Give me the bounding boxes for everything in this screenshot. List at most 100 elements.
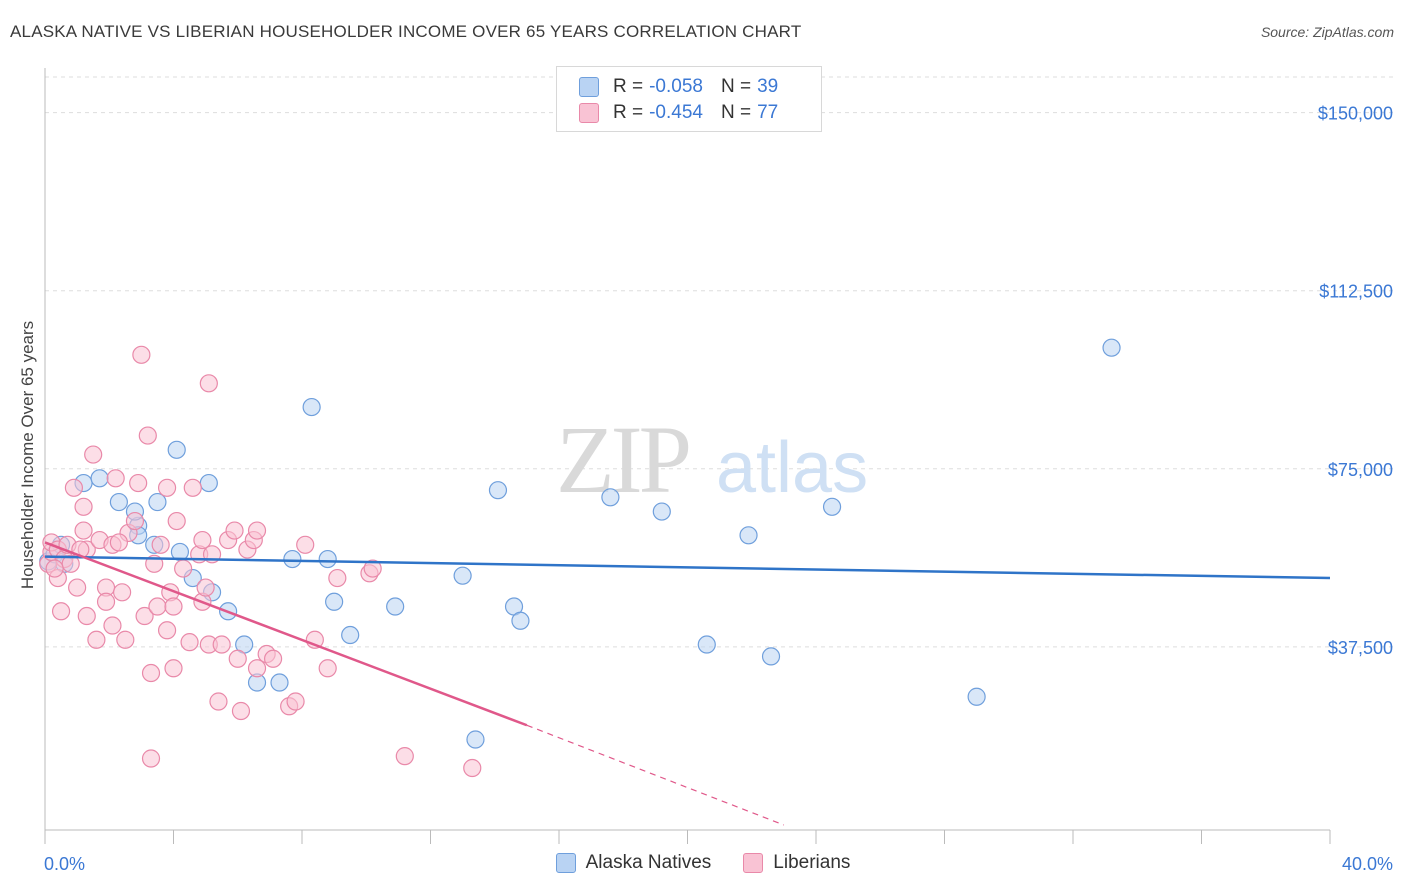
alaska-native-point (739, 526, 758, 545)
alaska-native-point (822, 497, 842, 516)
alaska-native-point (90, 469, 109, 488)
liberian-point (212, 635, 231, 654)
y-tick-label: $112,500 (1319, 282, 1393, 302)
legend-r-value: -0.058 (649, 76, 703, 97)
series-legend: Alaska Natives Liberians (0, 852, 1406, 874)
alaska-native-point (967, 687, 986, 706)
liberian-point (209, 692, 228, 711)
alaska-native-point (325, 592, 344, 611)
alaska-native-point (601, 488, 620, 507)
legend-r-value: -0.454 (649, 102, 703, 123)
legend-r-label: R = (613, 76, 644, 97)
liberian-point (103, 616, 122, 635)
alaska-native-point (511, 611, 530, 630)
alaska-native-point (341, 625, 360, 645)
alaska-native-point (302, 397, 321, 417)
liberian-point (77, 606, 96, 626)
y-tick-label: $37,500 (1328, 638, 1393, 658)
liberian-point (164, 659, 183, 678)
liberian-point (106, 469, 125, 488)
alaska-native-point (148, 492, 167, 512)
liberian-point (164, 597, 183, 616)
source-label: Source: ZipAtlas.com (1260, 24, 1394, 40)
watermark: ZIP atlas (556, 406, 868, 513)
alaska-native-point (167, 440, 186, 459)
liberian-point (151, 535, 170, 554)
legend-swatch-pink (579, 103, 599, 123)
liberian-point (193, 530, 212, 550)
liberian-point (167, 511, 186, 531)
liberians-trend-extension (526, 724, 785, 826)
liberian-point (247, 659, 267, 678)
legend-n-label: N = (720, 76, 752, 97)
liberian-point (112, 583, 132, 602)
legend-item-alaska-natives: Alaska Natives (555, 852, 711, 874)
legend-n-value: 77 (757, 102, 779, 123)
alaska-native-point (466, 730, 485, 749)
liberian-point (109, 533, 128, 552)
y-tick-label: $75,000 (1328, 460, 1393, 480)
x-tick-label: 40.0% (1342, 854, 1393, 874)
liberian-point (296, 535, 315, 554)
legend-swatch-pink (743, 853, 764, 873)
y-tick-label: $150,000 (1318, 104, 1393, 124)
watermark-zip: ZIP (556, 406, 689, 513)
liberian-point (74, 497, 93, 516)
liberian-point (87, 630, 106, 649)
liberian-point (328, 568, 347, 588)
liberian-point (199, 374, 218, 393)
watermark-atlas: atlas (716, 428, 868, 508)
liberian-point (286, 692, 305, 711)
liberian-point (148, 597, 167, 616)
grid-lines (45, 76, 1395, 648)
liberian-point (141, 749, 161, 768)
liberian-point (174, 559, 193, 578)
liberian-point (64, 478, 84, 497)
chart-title: ALASKA NATIVE VS LIBERIAN HOUSEHOLDER IN… (10, 22, 802, 41)
trend-lines (44, 541, 1331, 826)
alaska-native-point (270, 673, 289, 692)
data-points (39, 338, 1121, 778)
alaska-native-point (386, 597, 405, 616)
legend-n-label: N = (720, 102, 752, 123)
stats-legend: R = -0.058 N = 39 R = -0.454 N = 77 (556, 66, 822, 132)
alaska-native-point (109, 492, 128, 512)
liberian-point (157, 621, 177, 640)
legend-row-alaska: R = -0.058 N = 39 (579, 74, 796, 100)
liberian-point (228, 649, 247, 668)
liberian-point (263, 649, 283, 668)
liberian-point (225, 521, 244, 540)
liberian-point (395, 747, 414, 766)
legend-item-liberians: Liberians (743, 852, 850, 874)
alaska-native-point (453, 566, 472, 585)
alaska-native-point (652, 502, 671, 521)
alaska-native-point (318, 549, 337, 569)
legend-label-liberians: Liberians (773, 852, 851, 873)
alaska-native-point (283, 549, 302, 569)
alaska-native-point (761, 647, 781, 666)
liberian-point (231, 701, 251, 721)
legend-n-value: 39 (757, 76, 779, 97)
liberian-point (157, 478, 177, 497)
liberians-trend-line (44, 541, 528, 727)
liberian-point (363, 559, 382, 578)
liberian-point (84, 445, 103, 464)
tick-labels: $37,500 $75,000 $112,500 $150,000 0.0% 40.0% (44, 104, 1393, 874)
legend-row-liberians: R = -0.454 N = 77 (579, 100, 796, 126)
liberian-point (180, 633, 199, 652)
liberian-point (132, 345, 151, 364)
liberian-point (138, 426, 157, 445)
liberian-point (135, 606, 154, 626)
liberian-point (318, 659, 337, 678)
liberian-point (141, 663, 161, 683)
alaska-native-point (697, 635, 716, 654)
legend-r-label: R = (613, 102, 644, 123)
alaska-natives-trend-line (44, 555, 1331, 580)
liberian-point (129, 473, 148, 493)
alaska-native-point (199, 473, 218, 493)
legend-swatch-blue (555, 853, 576, 873)
alaska-native-point (488, 481, 508, 500)
liberian-point (96, 592, 116, 611)
x-tick-label: 0.0% (44, 854, 85, 874)
